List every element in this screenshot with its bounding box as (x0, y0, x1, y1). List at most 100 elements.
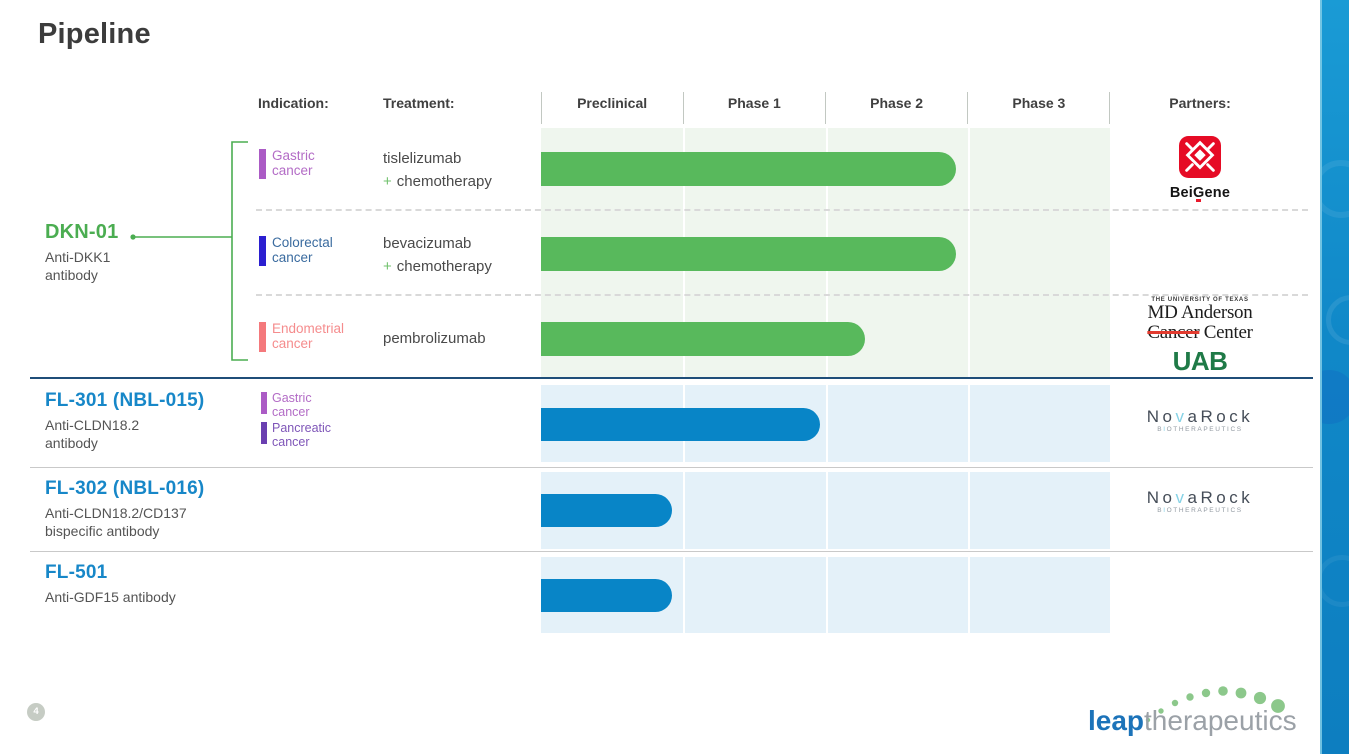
indication-label: Endometrial cancer (272, 321, 345, 351)
bar-fl501 (541, 579, 672, 612)
beigene-icon (1179, 136, 1221, 178)
sidebar-circle (1326, 295, 1349, 345)
plus-sign: + (383, 172, 392, 190)
indication-marker (259, 322, 266, 352)
leap-dots-arc (1145, 686, 1285, 723)
phase-column-divider (967, 472, 970, 549)
partner-beigene: BeiGene (1120, 136, 1280, 201)
novarock-wordmark: NovaRock (1146, 488, 1254, 507)
program-name-fl301: FL-301 (NBL-015) (45, 390, 205, 411)
treatment-line2: chemotherapy (396, 257, 492, 275)
indication-dkn01-colorectal: Colorectal cancer (259, 235, 354, 266)
indication-marker (259, 236, 266, 266)
phase-column-divider (825, 472, 828, 549)
program-name-fl501: FL-501 (45, 562, 108, 583)
phase-header-phase2: Phase 2 (870, 95, 924, 111)
program-desc-line: Anti-CLDN18.2 (45, 417, 140, 433)
indication-marker (261, 392, 267, 414)
partner-novarock-fl301: NovaRock BIOTHERAPEUTICS (1120, 408, 1280, 433)
mdanderson-name: MD Anderson (1147, 302, 1253, 323)
bar-dkn01-gastric (541, 152, 957, 186)
novarock-subtext: BIOTHERAPEUTICS (1157, 507, 1243, 514)
phase-column-divider (825, 557, 828, 633)
phase-header-phase1: Phase 1 (727, 95, 781, 111)
indication-label: Pancreatic cancer (272, 421, 332, 449)
dkn01-bracket (130, 141, 248, 361)
phase-column-divider (683, 472, 686, 549)
row-divider-dashed (256, 209, 1308, 211)
row-divider-dashed (256, 294, 1308, 296)
program-fl302: FL-302 (NBL-016) Anti-CLDN18.2/CD137 bis… (45, 478, 265, 541)
indication-dkn01-endometrial: Endometrial cancer (259, 321, 354, 352)
program-desc-line: Anti-CLDN18.2/CD137 (45, 505, 187, 521)
fl302-phase-track (541, 472, 1110, 549)
phase-tick (967, 92, 968, 124)
sidebar-circle (1322, 370, 1349, 424)
phase-column-divider (967, 557, 970, 633)
treatment-column-header: Treatment: (383, 95, 455, 111)
indication-column-header: Indication: (258, 95, 329, 111)
phase-column-divider (683, 557, 686, 633)
novarock-wordmark: NovaRock (1146, 407, 1254, 426)
fl301-phase-track (541, 385, 1110, 462)
indication-fl301-gastric: Gastric cancer (261, 391, 344, 419)
program-desc-line: Anti-GDF15 antibody (45, 589, 176, 605)
indication-marker (261, 422, 267, 444)
phase-tick (1109, 92, 1110, 124)
program-fl501: FL-501 Anti-GDF15 antibody (45, 562, 265, 606)
indication-marker (259, 149, 266, 179)
page-title: Pipeline (38, 18, 151, 50)
program-desc-line: antibody (45, 435, 98, 452)
phase-tick (683, 92, 684, 124)
program-fl301: FL-301 (NBL-015) Anti-CLDN18.2 antibody (45, 390, 245, 453)
bar-fl302 (541, 494, 672, 527)
leap-therapeutics-logo: leaptherapeutics (1088, 686, 1297, 736)
svg-text:leaptherapeutics: leaptherapeutics (1088, 705, 1297, 736)
beigene-wordmark: BeiGene (1169, 185, 1231, 201)
section-divider (30, 551, 1313, 552)
phase-tick (825, 92, 826, 124)
partner-novarock-fl302: NovaRock BIOTHERAPEUTICS (1120, 489, 1280, 514)
program-desc-line: bispecific antibody (45, 523, 160, 540)
indication-dkn01-gastric: Gastric cancer (259, 148, 354, 179)
phase-column-divider (967, 128, 970, 378)
indication-label: Gastric cancer (272, 148, 315, 178)
treatment-dkn01-gastric: tislelizumab + chemotherapy (383, 148, 492, 193)
phase-column-divider (825, 385, 828, 462)
treatment-line1: bevacizumab (383, 235, 472, 252)
uab-wordmark: UAB (1172, 346, 1228, 376)
partners-column-header: Partners: (1169, 95, 1231, 111)
program-name-dkn01: DKN-01 (45, 221, 119, 243)
indication-label: Gastric cancer (272, 391, 312, 419)
right-sidebar-decoration (1320, 0, 1349, 754)
phase-column-divider (967, 385, 970, 462)
plus-sign: + (383, 257, 392, 275)
sidebar-circle (1322, 160, 1349, 218)
phase-tick (541, 92, 542, 124)
treatment-line1: pembrolizumab (383, 330, 486, 347)
phase-header-row: Preclinical Phase 1 Phase 2 Phase 3 (541, 95, 1110, 111)
leap-wordmark-bold: leap (1088, 705, 1144, 736)
fl501-phase-track (541, 557, 1110, 633)
treatment-dkn01-colorectal: bevacizumab + chemotherapy (383, 233, 492, 278)
novarock-subtext: BIOTHERAPEUTICS (1157, 426, 1243, 433)
indications-fl301: Gastric cancer Pancreatic cancer (261, 391, 344, 452)
phase-header-phase3: Phase 3 (1012, 95, 1066, 111)
bar-fl301 (541, 408, 820, 441)
partner-uab: UAB (1120, 348, 1280, 374)
dkn01-phase-track (541, 128, 1110, 378)
page-number: 4 (27, 703, 45, 721)
section-divider-blue (30, 377, 1313, 379)
sidebar-circle (1322, 555, 1349, 607)
phase-header-preclinical: Preclinical (577, 95, 648, 111)
indication-fl301-pancreatic: Pancreatic cancer (261, 421, 344, 449)
bar-dkn01-colorectal (541, 237, 957, 271)
section-divider (30, 467, 1313, 468)
bar-dkn01-endometrial (541, 322, 866, 356)
treatment-line1: tislelizumab (383, 150, 462, 167)
mdanderson-university-line: THE UNIVERSITY OF TEXAS (1151, 297, 1249, 303)
program-dkn01: DKN-01 Anti-DKK1 antibody (45, 221, 215, 285)
mdanderson-cancer-center: Cancer Center (1147, 321, 1253, 343)
leap-wordmark-light: therapeutics (1144, 705, 1297, 736)
